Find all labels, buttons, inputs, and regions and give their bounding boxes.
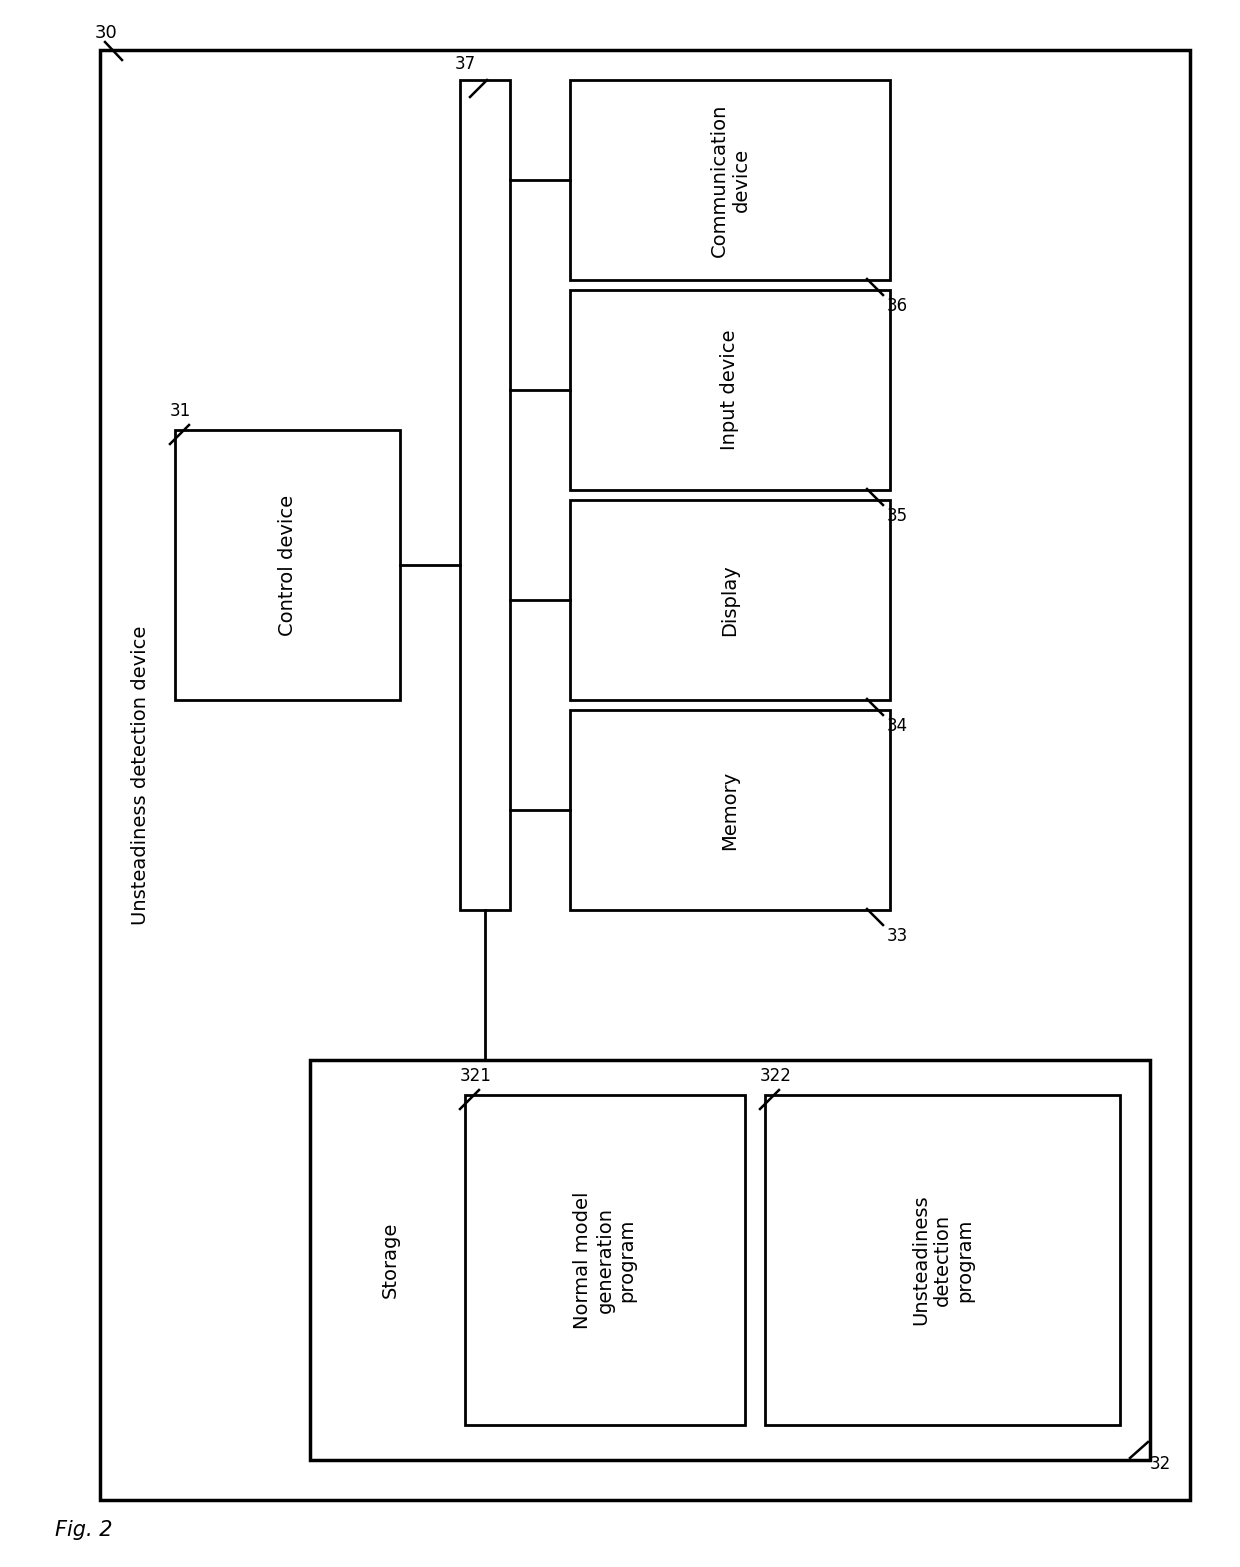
Bar [570, 500, 890, 700]
Text: Normal model
generation
program: Normal model generation program [573, 1191, 636, 1329]
Bar [465, 1095, 745, 1424]
Text: 321: 321 [460, 1067, 492, 1084]
Text: Memory: Memory [720, 771, 739, 849]
Text: 30: 30 [95, 24, 118, 42]
Bar [765, 1095, 1120, 1424]
Text: 31: 31 [170, 403, 191, 420]
Text: Unsteadiness detection device: Unsteadiness detection device [130, 625, 150, 925]
Text: Storage: Storage [381, 1222, 399, 1297]
Text: Control device: Control device [278, 495, 298, 636]
Text: 34: 34 [887, 718, 908, 735]
Bar [570, 710, 890, 910]
Text: Unsteadiness
detection
program: Unsteadiness detection program [911, 1194, 973, 1326]
Text: Communication
device: Communication device [709, 103, 750, 257]
Text: 37: 37 [455, 55, 476, 74]
Bar [310, 1059, 1149, 1460]
Text: 33: 33 [887, 928, 908, 945]
Bar [460, 80, 510, 910]
Text: Fig. 2: Fig. 2 [55, 1520, 113, 1540]
Text: 32: 32 [1149, 1456, 1172, 1473]
Text: Input device: Input device [720, 329, 739, 450]
Text: 322: 322 [760, 1067, 792, 1084]
Bar [100, 50, 1190, 1500]
Text: Display: Display [720, 564, 739, 636]
Bar [570, 290, 890, 490]
Text: 35: 35 [887, 508, 908, 525]
Bar [570, 80, 890, 280]
Text: 36: 36 [887, 298, 908, 315]
Bar [175, 429, 401, 700]
